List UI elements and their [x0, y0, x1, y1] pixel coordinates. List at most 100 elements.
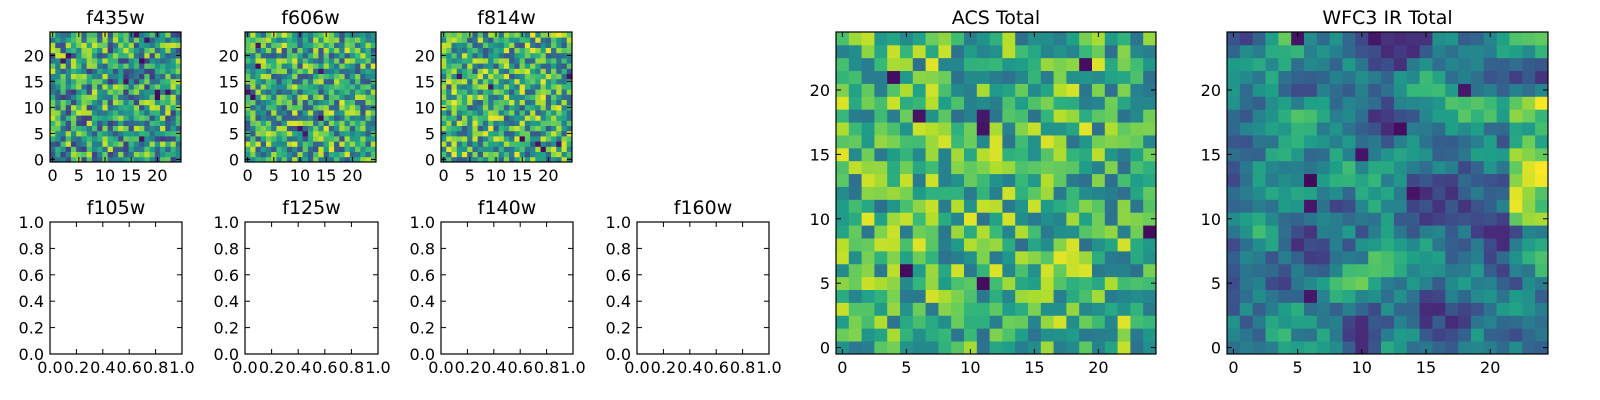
heatmap-cell [1104, 44, 1118, 59]
heatmap-cell [60, 125, 67, 132]
heatmap-cell [1002, 122, 1016, 136]
heatmap-cell [874, 212, 888, 226]
heatmap-cell [900, 212, 914, 226]
heatmap-cell [297, 136, 304, 142]
heatmap-cell [144, 141, 150, 147]
heatmap-cell [566, 42, 573, 48]
heatmap-cell [1092, 32, 1106, 46]
heatmap-cell [1278, 225, 1292, 239]
heatmap-cell [318, 89, 324, 95]
heatmap-cell [498, 104, 505, 111]
heatmap-cell [861, 199, 875, 213]
heatmap-cell [86, 120, 93, 126]
heatmap-cell [1053, 289, 1067, 303]
heatmap-cell [370, 47, 377, 54]
heatmap-cell [91, 110, 98, 116]
heatmap-cell [128, 141, 135, 147]
heatmap-cell [1239, 302, 1254, 316]
heatmap-cell [112, 120, 119, 126]
heatmap-cell [472, 32, 479, 38]
heatmap-cell [292, 110, 298, 116]
heatmap-cell [482, 110, 489, 116]
x-tick-label: 0.0 [624, 358, 649, 377]
heatmap-cell [276, 94, 283, 100]
heatmap-cell [276, 141, 283, 147]
heatmap-cell [1316, 250, 1331, 265]
heatmap-cell [441, 115, 447, 121]
heatmap-cell [281, 94, 288, 100]
heatmap-cell [535, 73, 541, 80]
x-tick-label: 0.0 [428, 358, 453, 377]
heatmap-cell [86, 94, 93, 100]
heatmap-cell [370, 58, 377, 64]
heatmap-cell [165, 89, 171, 95]
x-tick-label: 1.0 [560, 358, 585, 377]
heatmap-cell [1130, 122, 1144, 136]
heatmap-cell [561, 104, 568, 111]
heatmap-cell [149, 42, 156, 48]
heatmap-cell [925, 57, 939, 72]
heatmap-cell [81, 68, 88, 74]
heatmap-cell [1316, 276, 1331, 290]
x-tick-label: 5 [269, 166, 279, 185]
heatmap-cell [1304, 199, 1318, 213]
heatmap-cell [1130, 328, 1144, 342]
heatmap-cell [165, 84, 171, 90]
heatmap-cell [1227, 341, 1241, 355]
heatmap-cell [313, 156, 319, 163]
heatmap-cell [1342, 315, 1356, 329]
heatmap-cell [1015, 328, 1029, 342]
heatmap-cell [1496, 160, 1510, 175]
heatmap-cell [160, 146, 166, 152]
heatmap-cell [170, 115, 177, 121]
heatmap-cell [323, 42, 330, 48]
heatmap-cell [1028, 199, 1042, 213]
heatmap-cell [144, 115, 150, 121]
heatmap-cell [976, 315, 990, 329]
heatmap-cell [1278, 44, 1292, 59]
heatmap-cell [472, 130, 479, 137]
heatmap-cell [446, 120, 452, 126]
heatmap-cell [519, 130, 526, 137]
heatmap-cell [441, 42, 447, 48]
heatmap-cell [912, 109, 926, 123]
heatmap-cell [297, 52, 304, 59]
heatmap-cell [519, 151, 526, 158]
heatmap-cell [848, 276, 862, 290]
heatmap-cell [271, 141, 277, 147]
heatmap-cell [286, 99, 293, 106]
heatmap-cell [139, 78, 145, 85]
heatmap-cell [848, 250, 862, 265]
heatmap-cell [1265, 315, 1279, 329]
panel-title: f160w [674, 197, 733, 219]
heatmap-cell [1079, 173, 1093, 187]
heatmap-cell [1432, 44, 1446, 59]
heatmap-cell [1227, 225, 1241, 239]
heatmap-cell [477, 130, 484, 137]
heatmap-cell [1040, 135, 1054, 149]
heatmap-cell [1130, 263, 1144, 278]
heatmap-cell [964, 315, 978, 329]
heatmap-cell [1143, 315, 1157, 329]
heatmap-cell [97, 73, 103, 80]
heatmap-cell [65, 78, 72, 85]
heatmap-cell [1458, 263, 1472, 278]
heatmap-cell [1028, 315, 1042, 329]
x-tick-label: 15 [1416, 358, 1436, 377]
heatmap-cell [938, 238, 952, 252]
heatmap-cell [307, 78, 314, 85]
heatmap-cell [874, 302, 888, 316]
heatmap-cell [339, 120, 345, 126]
heatmap-cell [70, 58, 77, 64]
heatmap-cell [1522, 263, 1536, 278]
heatmap-cell [65, 42, 72, 48]
heatmap-cell [144, 156, 150, 163]
heatmap-cell [964, 96, 978, 110]
heatmap-cell [509, 78, 515, 85]
heatmap-cell [1458, 199, 1472, 213]
heatmap-cell [861, 173, 875, 187]
heatmap-cell [482, 104, 489, 111]
heatmap-cell [1406, 44, 1420, 59]
heatmap-cell [472, 120, 479, 126]
heatmap-cell [302, 84, 309, 90]
